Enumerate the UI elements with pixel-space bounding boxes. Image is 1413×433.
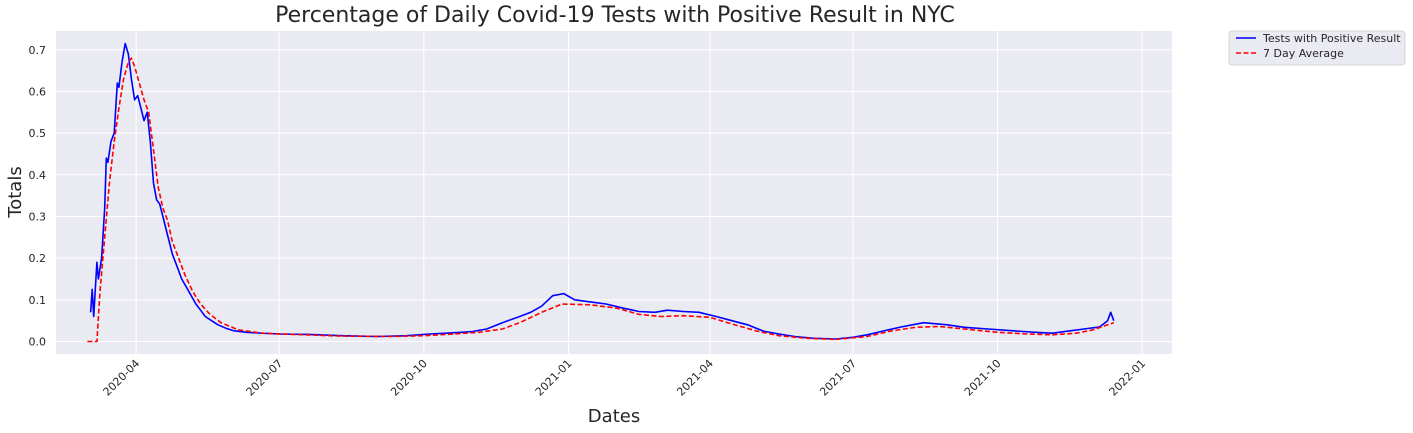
- y-axis-label: Totals: [5, 166, 26, 218]
- series-line-7-day-average: [87, 57, 1115, 343]
- x-tick-label: 2020-04: [101, 357, 143, 399]
- series-layer: [87, 42, 1115, 343]
- x-axis: 2020-04 2020-07 2020-10 2021-01 2021-04 2021-…: [101, 357, 1149, 399]
- grid-lines: [56, 31, 1172, 354]
- legend-label-average: 7 Day Average: [1263, 47, 1344, 60]
- x-tick-label: 2020-10: [388, 357, 430, 399]
- x-tick-label: 2021-04: [674, 357, 716, 399]
- legend-box: [1228, 30, 1406, 66]
- y-tick-label: 0.3: [29, 210, 47, 223]
- y-tick-label: 0.0: [29, 335, 47, 348]
- x-tick-label: 2020-07: [244, 357, 286, 399]
- y-tick-label: 0.6: [29, 85, 47, 98]
- y-tick-label: 0.2: [29, 252, 47, 265]
- y-tick-label: 0.1: [29, 294, 47, 307]
- y-tick-label: 0.5: [29, 127, 47, 140]
- y-axis: 0.0 0.1 0.2 0.3 0.4 0.5 0.6 0.7: [29, 44, 47, 349]
- chart-title: Percentage of Daily Covid-19 Tests with …: [275, 3, 955, 28]
- y-tick-label: 0.7: [29, 44, 47, 57]
- x-tick-label: 2022-01: [1107, 357, 1149, 399]
- x-tick-label: 2021-01: [533, 357, 575, 399]
- legend: Tests with Positive Result 7 Day Average: [1228, 30, 1406, 66]
- x-tick-label: 2021-10: [962, 357, 1004, 399]
- x-axis-label: Dates: [588, 406, 640, 427]
- x-tick-label: 2021-07: [817, 357, 859, 399]
- y-tick-label: 0.4: [29, 169, 47, 182]
- legend-label-positive: Tests with Positive Result: [1262, 32, 1401, 45]
